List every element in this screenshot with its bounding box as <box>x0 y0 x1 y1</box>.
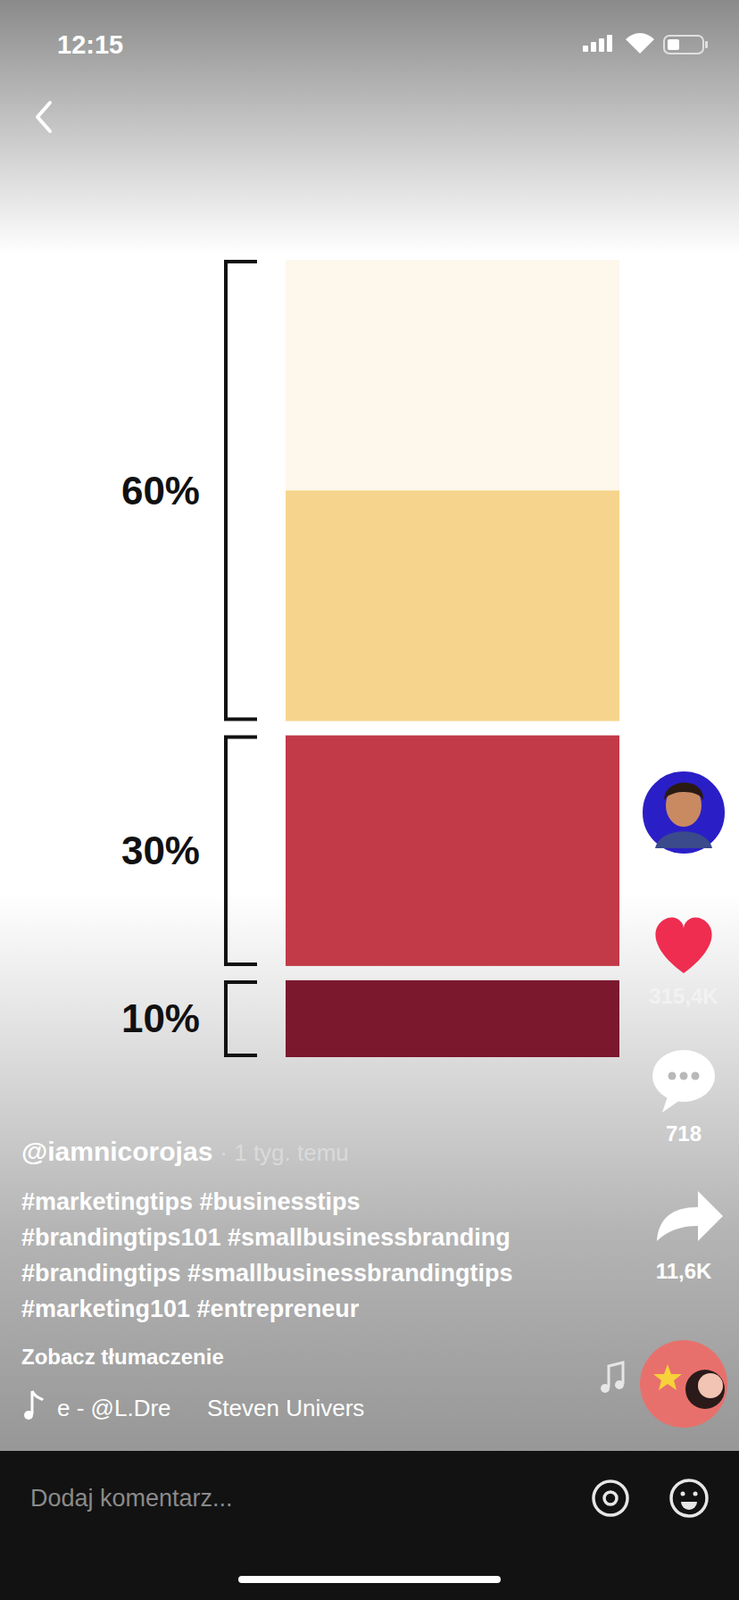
signal-bar <box>598 38 605 52</box>
emoji-button[interactable] <box>671 1479 707 1516</box>
comment-dot <box>668 1071 677 1080</box>
signal-bar <box>582 45 589 52</box>
battery-outline <box>664 35 704 54</box>
emoji-eye <box>680 1491 686 1496</box>
emoji-eye <box>693 1491 698 1496</box>
hashtag-line[interactable]: #marketingtips #businesstips <box>21 1187 361 1215</box>
bracket <box>225 737 258 964</box>
battery-cap <box>705 41 708 49</box>
sound-title: e - @L.Dre <box>57 1394 172 1421</box>
like-button[interactable] <box>655 916 712 973</box>
home-indicator <box>238 1575 501 1583</box>
labels: 60% 30% 10% <box>121 261 258 1055</box>
sound-icon <box>32 1390 43 1414</box>
page: 60% 30% 10% 12:15 315,4K 718 11,6K @iamnicoroja… <box>0 0 739 1600</box>
caption: @iamnicorojas· 1 tyg. temu #marketingtips… <box>21 1136 514 1421</box>
group-label: 30% <box>121 828 200 872</box>
like-count: 315,4K <box>648 983 719 1008</box>
comment-dot <box>680 1071 689 1080</box>
group-label: 60% <box>121 468 200 513</box>
bar-segment <box>285 735 620 966</box>
creator-avatar[interactable] <box>641 770 726 855</box>
music-note-head <box>614 1379 624 1389</box>
bars <box>285 259 620 1057</box>
comment-input[interactable]: Dodaj komentarz... <box>30 1484 233 1512</box>
avatar-shirt <box>655 830 713 848</box>
app-ui: 12:15 315,4K 718 11,6K <box>37 30 728 1428</box>
share-button[interactable] <box>656 1190 723 1241</box>
bracket <box>225 981 258 1055</box>
signal-bar <box>606 34 613 52</box>
share-count: 11,6K <box>655 1258 713 1283</box>
emoji-mouth <box>680 1501 698 1510</box>
bar-segment <box>285 489 620 721</box>
bar-segment <box>285 259 620 490</box>
music-note-head <box>600 1383 610 1393</box>
hashtag-line[interactable]: #marketing101 #entrepreneur <box>21 1295 360 1322</box>
comment-count: 718 <box>665 1120 702 1146</box>
group-label: 10% <box>121 996 200 1040</box>
mention-inner <box>604 1491 617 1504</box>
translate-link[interactable]: Zobacz tłumaczenie <box>21 1344 225 1369</box>
bar-segment <box>285 979 620 1057</box>
sound-title: Steven Univers <box>207 1394 365 1421</box>
status-time: 12:15 <box>57 30 124 59</box>
bottom-bar: Dodaj komentarz... <box>0 1450 739 1600</box>
bracket <box>225 261 258 720</box>
disc-figure <box>685 1369 725 1409</box>
comment-tail <box>662 1096 681 1113</box>
back-button[interactable] <box>37 102 50 132</box>
avatar-hair <box>664 782 704 801</box>
chart: 60% 30% 10% <box>121 259 620 1057</box>
wifi-icon <box>625 33 655 54</box>
comment-dot <box>691 1071 700 1080</box>
disc-face <box>697 1372 723 1398</box>
sound-icon-head <box>24 1410 34 1420</box>
hashtag-line[interactable]: #brandingtips101 #smallbusinessbranding <box>21 1223 511 1251</box>
mention-button[interactable] <box>593 1480 628 1515</box>
battery-level <box>667 39 680 50</box>
posted-time: · 1 tyg. temu <box>219 1138 349 1166</box>
disc-star <box>653 1363 682 1390</box>
comment-button[interactable] <box>652 1049 715 1102</box>
sound-disc[interactable] <box>639 1339 728 1428</box>
comment-bar <box>0 1450 739 1600</box>
signal-bar <box>590 41 597 52</box>
hashtag-line[interactable]: #brandingtips #smallbusinessbrandingtips <box>21 1259 514 1287</box>
username[interactable]: @iamnicorojas <box>21 1136 213 1166</box>
